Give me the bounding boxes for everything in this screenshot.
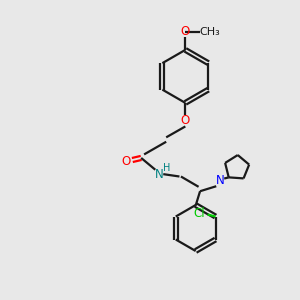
Text: H: H [163,163,170,173]
Text: N: N [154,168,163,181]
Text: O: O [181,114,190,127]
Text: O: O [181,25,190,38]
Text: N: N [216,174,225,188]
Text: O: O [121,155,130,168]
Text: Cl: Cl [194,206,205,220]
Text: CH₃: CH₃ [199,27,220,37]
